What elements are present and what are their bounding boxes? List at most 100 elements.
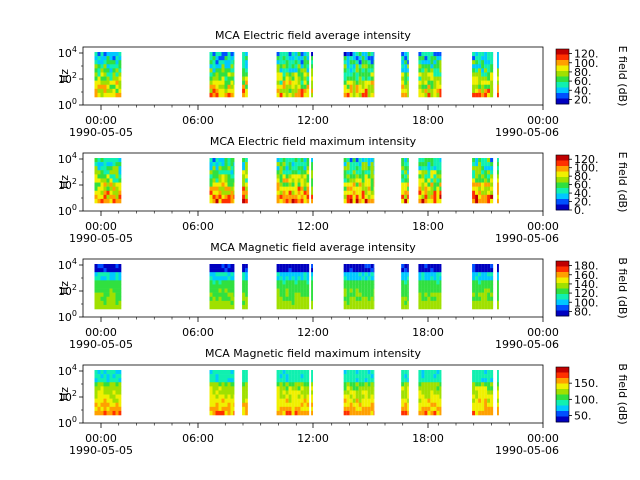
- heatmap-cell: [401, 280, 405, 285]
- heatmap-cell: [100, 92, 104, 98]
- heatmap-cell: [306, 178, 310, 183]
- heatmap-cell: [112, 410, 116, 416]
- heatmap-cell: [94, 292, 98, 298]
- colorbar-tick-label: 40.: [574, 187, 592, 200]
- heatmap-cell: [288, 284, 292, 289]
- colorbar-segment: [556, 162, 569, 164]
- heatmap-cell: [285, 158, 289, 163]
- heatmap-cell: [487, 300, 491, 306]
- heatmap-cell: [112, 162, 116, 167]
- heatmap-cell: [279, 398, 283, 404]
- heatmap-cell: [288, 170, 292, 175]
- heatmap-cell: [487, 264, 491, 269]
- heatmap-cell: [118, 402, 122, 408]
- heatmap-cell: [294, 300, 298, 306]
- heatmap-cell: [224, 378, 228, 383]
- heatmap-cell: [370, 370, 374, 375]
- heatmap-cell: [484, 292, 488, 298]
- heatmap-cell: [279, 304, 283, 310]
- heatmap-cell: [212, 52, 216, 57]
- heatmap-cell: [109, 186, 113, 192]
- heatmap-cell: [349, 194, 353, 200]
- heatmap-cell: [361, 194, 365, 200]
- heatmap-cell: [355, 288, 359, 293]
- heatmap-cell: [424, 398, 428, 404]
- heatmap-cell: [215, 370, 219, 375]
- heatmap-cell: [355, 72, 359, 77]
- heatmap-cell: [118, 370, 122, 375]
- heatmap-cell: [103, 80, 107, 86]
- spectrogram-data: [94, 264, 499, 310]
- heatmap-cell: [481, 378, 485, 383]
- heatmap-cell: [475, 378, 479, 383]
- heatmap-cell: [439, 264, 442, 269]
- heatmap-cell: [427, 178, 431, 183]
- heatmap-cell: [218, 378, 222, 383]
- heatmap-cell: [407, 402, 409, 408]
- heatmap-cell: [294, 72, 298, 77]
- heatmap-cell: [242, 288, 246, 293]
- heatmap-cell: [288, 374, 292, 379]
- colorbar-segment: [556, 418, 569, 420]
- heatmap-cell: [367, 162, 371, 167]
- heatmap-cell: [355, 268, 359, 273]
- heatmap-cell: [439, 370, 442, 375]
- heatmap-cell: [279, 170, 283, 175]
- heatmap-cell: [487, 292, 491, 298]
- heatmap-cell: [478, 72, 482, 77]
- heatmap-cell: [233, 68, 235, 73]
- heatmap-cell: [343, 280, 347, 285]
- heatmap-cell: [361, 182, 365, 187]
- heatmap-cell: [103, 378, 107, 383]
- heatmap-cell: [294, 76, 298, 81]
- heatmap-cell: [352, 64, 356, 69]
- heatmap-cell: [484, 190, 488, 196]
- heatmap-cell: [109, 72, 113, 77]
- heatmap-cell: [279, 280, 283, 285]
- heatmap-cell: [224, 52, 228, 57]
- heatmap-cell: [303, 378, 307, 383]
- heatmap-cell: [212, 378, 216, 383]
- heatmap-cell: [288, 300, 292, 306]
- heatmap-cell: [288, 370, 292, 375]
- heatmap-cell: [472, 182, 476, 187]
- heatmap-cell: [106, 386, 110, 391]
- heatmap-cell: [230, 370, 234, 375]
- heatmap-cell: [230, 382, 234, 387]
- heatmap-cell: [294, 390, 298, 395]
- heatmap-cell: [418, 76, 422, 81]
- heatmap-cell: [478, 300, 482, 306]
- heatmap-cell: [346, 52, 350, 57]
- colorbar-segment: [556, 176, 569, 178]
- heatmap-cell: [427, 60, 431, 65]
- heatmap-cell: [421, 386, 425, 391]
- heatmap-cell: [497, 72, 499, 77]
- heatmap-cell: [484, 178, 488, 183]
- heatmap-cell: [481, 402, 485, 408]
- heatmap-cell: [233, 182, 235, 187]
- heatmap-cell: [294, 56, 298, 61]
- heatmap-cell: [279, 64, 283, 69]
- heatmap-cell: [439, 60, 442, 65]
- heatmap-cell: [288, 406, 292, 412]
- heatmap-cell: [288, 178, 292, 183]
- heatmap-cell: [215, 186, 219, 192]
- heatmap-cell: [303, 88, 307, 94]
- heatmap-cell: [291, 194, 295, 200]
- heatmap-cell: [349, 378, 353, 383]
- colorbar-segment: [556, 198, 569, 200]
- heatmap-cell: [367, 268, 371, 273]
- heatmap-cell: [209, 272, 213, 277]
- heatmap-cell: [212, 284, 216, 289]
- heatmap-cell: [490, 288, 494, 293]
- heatmap-cell: [358, 182, 362, 187]
- heatmap-cell: [484, 406, 488, 412]
- colorbar-segment: [556, 294, 569, 297]
- heatmap-cell: [209, 378, 213, 383]
- heatmap-cell: [279, 370, 283, 375]
- colorbar-segment: [556, 369, 569, 372]
- heatmap-cell: [112, 268, 116, 273]
- heatmap-cell: [361, 288, 365, 293]
- heatmap-cell: [497, 198, 499, 204]
- heatmap-cell: [475, 398, 479, 404]
